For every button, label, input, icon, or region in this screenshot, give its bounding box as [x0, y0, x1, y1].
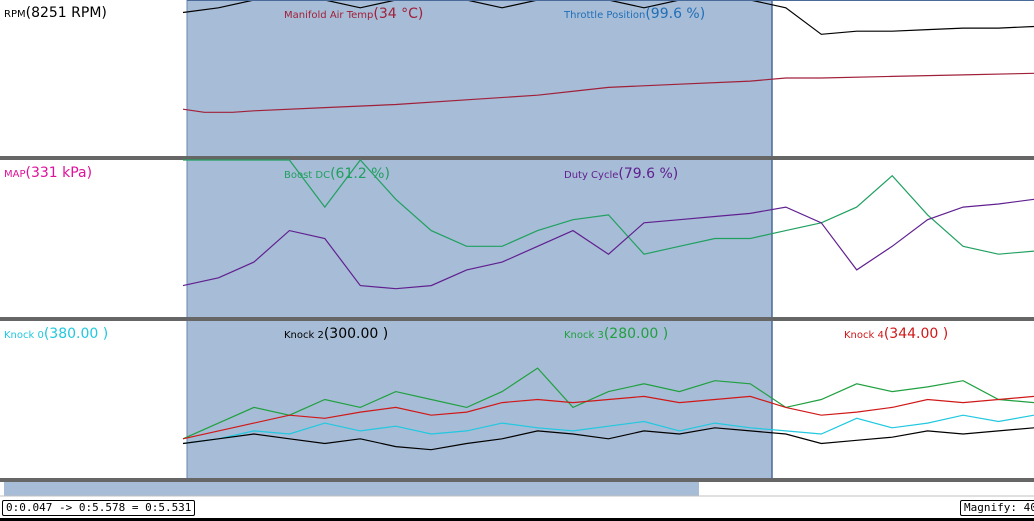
magnify-readout[interactable]: Magnify: 400: [960, 500, 1034, 516]
knock2-name: Knock 2: [284, 330, 324, 341]
knock4-value: (344.00 ): [883, 326, 949, 342]
manifold-air-temp-name: Manifold Air Temp: [284, 10, 374, 21]
rpm-value: (8251 RPM): [25, 5, 107, 21]
series-line-knock3: [182, 367, 1034, 440]
knock2-value: (300.00 ): [323, 326, 389, 342]
knock0-value: (380.00 ): [43, 326, 109, 342]
manifold-air-temp-value: (34 °C): [373, 6, 424, 22]
selection-region[interactable]: [187, 0, 772, 481]
knock4-label: Knock 4(344.00 ): [844, 325, 948, 341]
throttle-position-value: (99.6 %): [645, 6, 706, 22]
knock2-label: Knock 2(300.00 ): [284, 325, 388, 341]
duty-cycle-name: Duty Cycle: [564, 170, 619, 181]
knock0-name: Knock 0: [4, 330, 44, 341]
rpm-label: RPM(8251 RPM): [4, 4, 107, 20]
boost-dc-name: Boost DC: [284, 170, 331, 181]
series-line-boost_dc: [183, 159, 1034, 255]
series-line-knock2: [182, 427, 1034, 451]
manifold-air-temp-label: Manifold Air Temp(34 °C): [284, 5, 423, 21]
overview-scroll-thumb[interactable]: [4, 482, 699, 496]
duty-cycle-label: Duty Cycle(79.6 %): [564, 165, 678, 181]
series-line-manifold_air_temp: [182, 72, 1034, 113]
panel-divider-2: [0, 317, 1034, 321]
series-line-knock0: [182, 414, 1034, 445]
status-footer: 0:0.047 -> 0:5.578 = 0:5.531 Magnify: 40…: [0, 497, 1034, 521]
duty-cycle-value: (79.6 %): [618, 166, 679, 182]
panel-divider-3: [0, 478, 1034, 482]
boost-dc-label: Boost DC(61.2 %): [284, 165, 390, 181]
series-line-knock4: [182, 395, 1034, 440]
throttle-position-label: Throttle Position(99.6 %): [564, 5, 705, 21]
knock3-label: Knock 3(280.00 ): [564, 325, 668, 341]
map-value: (331 kPa): [25, 165, 93, 181]
panel-divider-1: [0, 156, 1034, 160]
knock3-value: (280.00 ): [603, 326, 669, 342]
rpm-name: RPM: [4, 9, 26, 20]
knock0-label: Knock 0(380.00 ): [4, 325, 108, 341]
map-name: MAP: [4, 169, 26, 180]
boost-dc-value: (61.2 %): [330, 166, 390, 182]
series-line-rpm: [182, 0, 1034, 35]
throttle-position-name: Throttle Position: [564, 10, 646, 21]
knock4-name: Knock 4: [844, 330, 884, 341]
series-line-duty_cycle: [182, 198, 1034, 290]
time-range-readout: 0:0.047 -> 0:5.578 = 0:5.531: [2, 500, 196, 516]
knock3-name: Knock 3: [564, 330, 604, 341]
map-label: MAP(331 kPa): [4, 164, 92, 180]
window-bottom-edge: [0, 518, 1034, 521]
